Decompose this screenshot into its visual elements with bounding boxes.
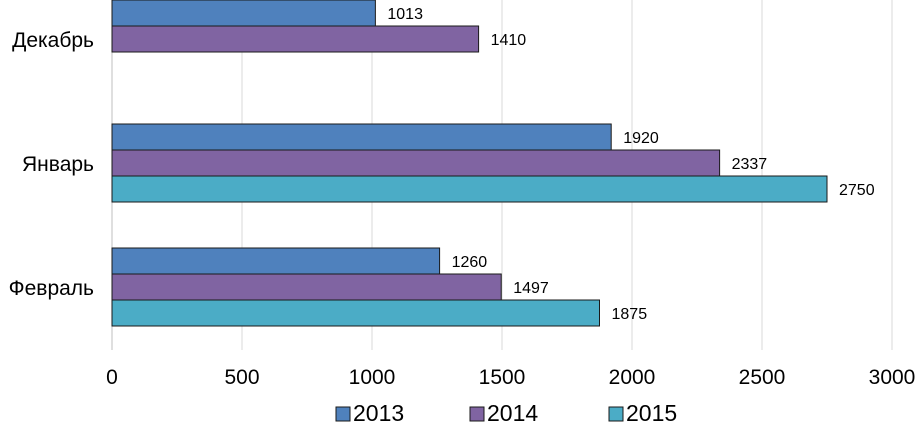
category-label: Февраль [9,277,94,300]
x-tick-label: 2000 [609,366,656,389]
data-label: 2750 [839,182,875,199]
data-labels: 1013 1410 1920 2337 2750 1260 1497 1875 [387,6,874,323]
bar [111,149,721,177]
data-label: 1410 [491,32,527,49]
bar [111,175,828,203]
legend-swatch [469,406,485,422]
category-label: Январь [22,153,94,176]
data-label: 1875 [612,306,648,323]
x-tick-label: 500 [224,366,259,389]
bar [111,247,441,275]
value-axis: 0 500 1000 1500 2000 2500 3000 [106,366,915,389]
bar [111,273,502,301]
bars [111,0,828,327]
data-label: 1497 [513,280,549,297]
legend-label: 2013 [353,400,404,425]
legend-label: 2015 [626,400,677,425]
bar [111,25,480,53]
data-label: 2337 [732,156,768,173]
legend-swatch [335,406,351,422]
x-tick-label: 2500 [739,366,786,389]
x-tick-label: 1000 [349,366,396,389]
bar [111,0,376,27]
data-label: 1920 [623,130,659,147]
category-label: Декабрь [12,29,94,52]
bar [111,123,612,151]
data-label: 1260 [452,254,488,271]
legend: 2013 2014 2015 [335,400,677,425]
x-tick-label: 3000 [869,366,916,389]
category-axis: Декабрь Январь Февраль [9,29,94,300]
legend-label: 2014 [487,400,538,425]
bar [111,299,600,327]
legend-swatch [608,406,624,422]
x-tick-label: 1500 [479,366,526,389]
x-tick-label: 0 [106,366,118,389]
data-label: 1013 [387,6,423,23]
